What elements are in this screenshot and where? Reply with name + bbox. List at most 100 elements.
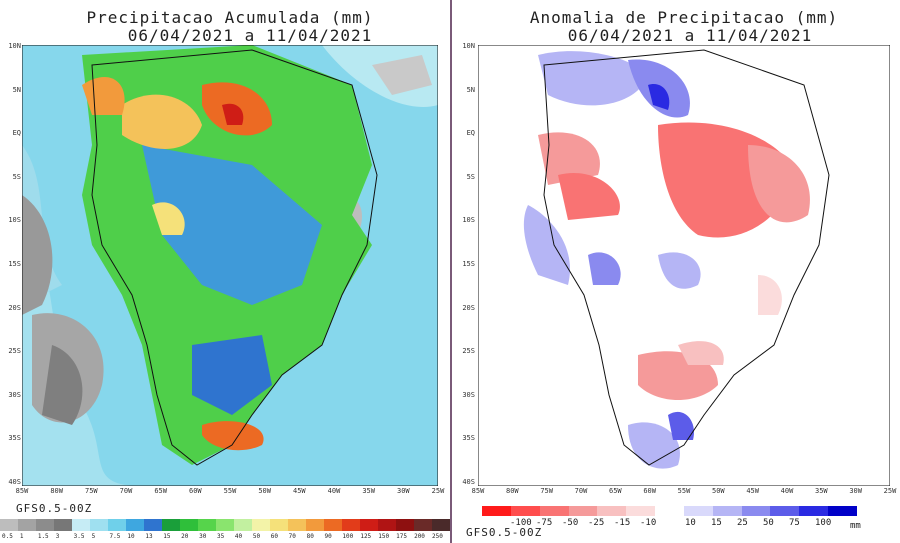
- colorbar-swatch: [828, 506, 857, 516]
- anomaly-pos-label: 25: [737, 518, 748, 528]
- left-title-line1: Precipitacao Acumulada (mm): [86, 8, 374, 27]
- lon-label: 45W: [746, 487, 759, 495]
- colorbar-label: 15: [163, 533, 171, 540]
- colorbar-label: 175: [396, 533, 407, 540]
- colorbar-label: 7.5: [109, 533, 121, 540]
- colorbar-label: 1.5: [37, 533, 49, 540]
- lat-label: 25S: [8, 347, 21, 356]
- colorbar-swatch: [597, 506, 627, 516]
- anomaly-pos-label: 10: [685, 518, 696, 528]
- colorbar-swatch: [72, 519, 90, 531]
- colorbar-label: 150: [378, 533, 390, 540]
- colorbar-swatch: [539, 506, 569, 516]
- colorbar-label: 3: [55, 533, 60, 540]
- colorbar-swatch: [510, 506, 540, 516]
- colorbar-label: 100: [342, 533, 354, 540]
- colorbar-swatch: [683, 506, 713, 516]
- colorbar-label: 250: [432, 533, 443, 540]
- lat-label: 5N: [12, 85, 21, 94]
- lon-label: 60W: [643, 487, 656, 495]
- lat-label: 30S: [462, 390, 475, 399]
- colorbar-label: 13: [145, 533, 153, 540]
- colorbar-swatch: [655, 506, 684, 516]
- lon-label: 50W: [258, 487, 271, 495]
- colorbar-swatch: [36, 519, 54, 531]
- lon-label: 25W: [431, 487, 445, 495]
- colorbar-label: 10: [127, 533, 135, 540]
- lat-label: 15S: [462, 260, 475, 268]
- anomaly-unit-label: mm: [850, 521, 861, 531]
- colorbar-swatch: [54, 519, 72, 531]
- lon-label: 80W: [506, 487, 519, 495]
- lon-label: 35W: [815, 487, 828, 495]
- precipitation-colorbar: [0, 519, 450, 531]
- colorbar-swatch: [360, 519, 378, 531]
- lat-label: 5S: [12, 172, 21, 181]
- colorbar-swatch: [18, 519, 36, 531]
- lon-label: 40W: [327, 487, 341, 495]
- colorbar-label: 30: [199, 533, 207, 540]
- lon-label: 80W: [50, 487, 63, 495]
- anomaly-neg-label: -100: [510, 518, 532, 528]
- colorbar-swatch: [108, 519, 126, 531]
- colorbar-swatch: [126, 519, 144, 531]
- colorbar-swatch: [770, 506, 800, 516]
- lon-label: 70W: [119, 487, 133, 495]
- colorbar-swatch: [234, 519, 252, 531]
- right-title-line2: 06/04/2021 a 11/04/2021: [567, 26, 813, 45]
- anomaly-pos-label: 75: [789, 518, 800, 528]
- colorbar-swatch: [270, 519, 288, 531]
- lat-label: 20S: [462, 303, 475, 312]
- lon-label: 70W: [574, 487, 588, 495]
- colorbar-swatch: [482, 506, 511, 516]
- lon-label: 55W: [223, 487, 237, 495]
- colorbar-swatch: [180, 519, 198, 531]
- left-model-label: GFS0.5-00Z: [16, 502, 93, 515]
- anomaly-neg-label: -50: [562, 518, 579, 528]
- colorbar-label: 1: [19, 533, 24, 540]
- lat-label: 20S: [8, 303, 21, 312]
- colorbar-swatch: [198, 519, 216, 531]
- colorbar-label: 40: [234, 533, 243, 540]
- lon-label: 30W: [397, 487, 410, 495]
- colorbar-label: 3.5: [73, 533, 85, 540]
- colorbar-swatch: [288, 519, 306, 531]
- lat-label: 5S: [466, 172, 475, 181]
- anomaly-map: [478, 45, 890, 486]
- anomaly-colorbar: [482, 506, 857, 516]
- anomaly-pos-label: 15: [711, 518, 722, 528]
- colorbar-swatch: [396, 519, 414, 531]
- precipitation-map: [22, 45, 438, 486]
- lat-label: 10S: [462, 216, 475, 225]
- colorbar-label: 60: [270, 533, 278, 540]
- colorbar-swatch: [712, 506, 742, 516]
- lat-label: 10N: [462, 42, 475, 50]
- lat-label: 30S: [8, 390, 21, 399]
- lat-label: 35S: [8, 434, 21, 443]
- anomaly-neg-label: -10: [640, 518, 657, 528]
- colorbar-label: 90: [324, 533, 332, 540]
- colorbar-label: 20: [181, 533, 189, 540]
- lat-label: 10S: [8, 216, 21, 225]
- colorbar-swatch: [306, 519, 324, 531]
- right-title-line1: Anomalia de Precipitacao (mm): [529, 8, 839, 27]
- anomaly-pos-label: 100: [815, 518, 832, 528]
- colorbar-label: 200: [414, 533, 425, 540]
- colorbar-swatch: [741, 506, 771, 516]
- lon-label: 35W: [362, 487, 375, 495]
- lon-label: 75W: [540, 487, 553, 495]
- anomaly-neg-label: -25: [588, 518, 605, 528]
- anomaly-neg-label: -15: [614, 518, 631, 528]
- colorbar-label: 5: [91, 533, 96, 540]
- colorbar-swatch: [378, 519, 396, 531]
- colorbar-label: 70: [288, 533, 296, 540]
- colorbar-label: 0.5: [2, 533, 13, 540]
- lon-label: 65W: [154, 487, 167, 495]
- lat-label: 40S: [462, 478, 475, 486]
- lon-label: 45W: [293, 487, 306, 495]
- colorbar-swatch: [414, 519, 432, 531]
- lon-label: 75W: [85, 487, 98, 495]
- colorbar-swatch: [0, 519, 18, 531]
- lon-label: 50W: [712, 487, 725, 495]
- colorbar-swatch: [432, 519, 450, 531]
